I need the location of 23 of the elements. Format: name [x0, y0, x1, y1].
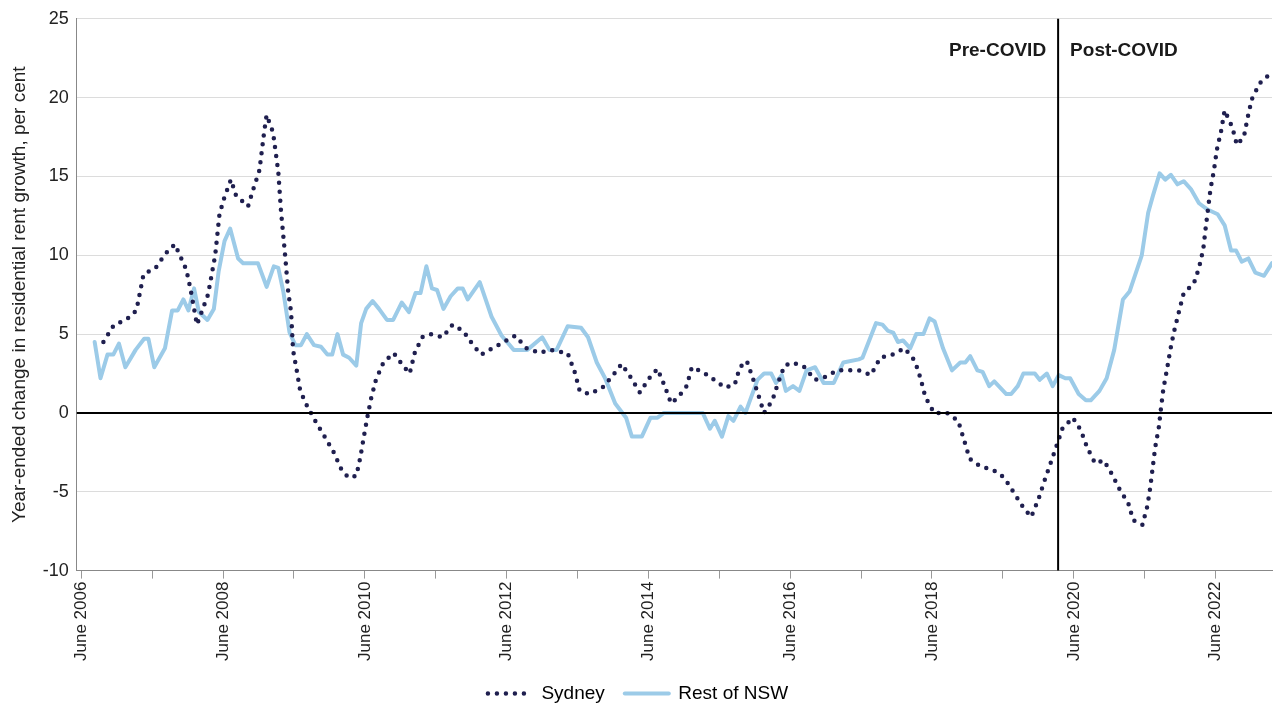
x-tick-label: June 2016 — [779, 581, 799, 661]
annotation: Pre-COVID — [948, 39, 1047, 61]
y-tick-label: 15 — [48, 165, 69, 186]
x-tick-label: June 2008 — [212, 581, 232, 661]
x-tick-label: June 2014 — [638, 581, 658, 661]
x-tick-label: June 2010 — [354, 581, 374, 661]
legend-label: Rest of NSW — [678, 681, 789, 703]
x-tick-label: June 2006 — [70, 581, 90, 661]
x-tick-label: June 2020 — [1063, 581, 1083, 661]
annotation: Post-COVID — [1070, 39, 1178, 61]
y-axis-title: Year-ended change in residential rent growth, per cent — [7, 65, 29, 524]
y-tick-label: 5 — [58, 323, 69, 344]
y-tick-label: -10 — [42, 559, 69, 580]
legend-label: Sydney — [541, 681, 606, 703]
x-tick-label: June 2018 — [921, 581, 941, 661]
x-tick-label: June 2012 — [496, 581, 516, 661]
y-tick-label: 10 — [48, 244, 69, 265]
y-tick-label: 25 — [48, 7, 69, 28]
y-tick-label: -5 — [52, 480, 69, 501]
y-tick-label: 20 — [48, 86, 69, 107]
y-tick-label: 0 — [58, 401, 69, 422]
x-tick-label: June 2022 — [1205, 581, 1225, 661]
line-series — [101, 73, 1271, 528]
